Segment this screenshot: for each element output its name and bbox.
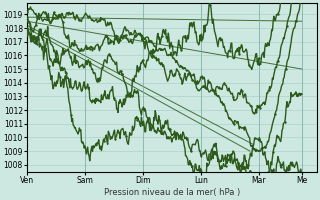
X-axis label: Pression niveau de la mer( hPa ): Pression niveau de la mer( hPa )	[104, 188, 240, 197]
